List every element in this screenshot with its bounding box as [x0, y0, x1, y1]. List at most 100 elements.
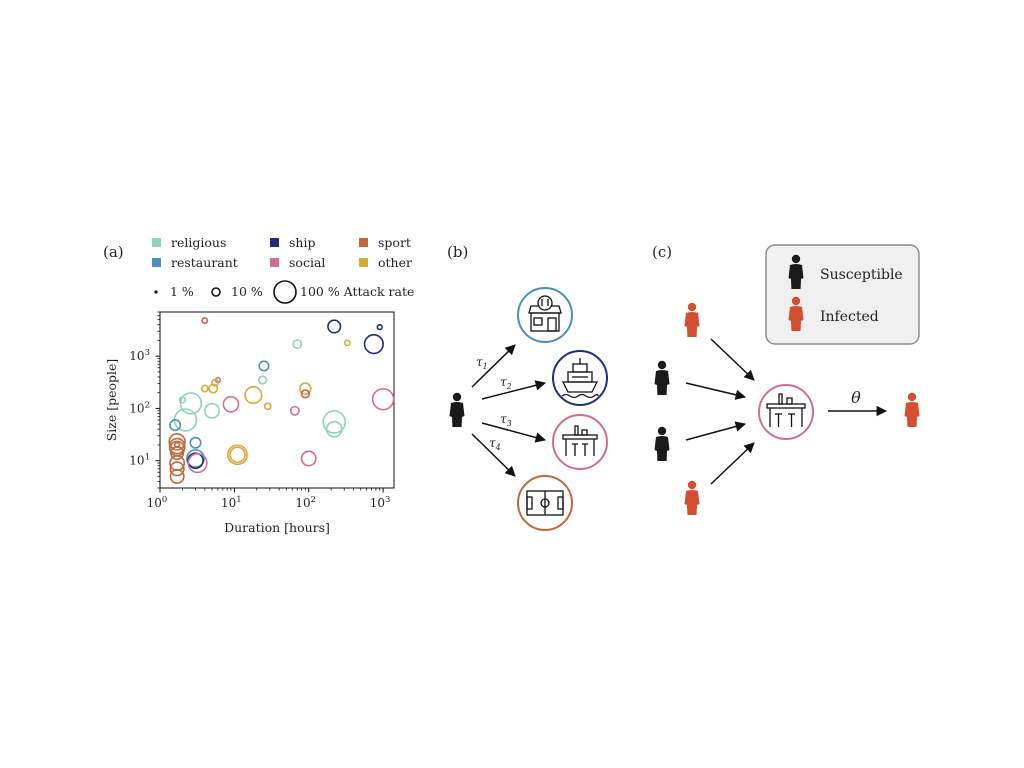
data-point-social	[371, 387, 395, 411]
restaurant-icon	[528, 295, 562, 332]
legend-swatch-sport	[359, 238, 368, 247]
panel-c-arrows	[685, 338, 888, 485]
arrow-in-2	[685, 382, 747, 400]
panel-a-label: (a)	[103, 243, 124, 261]
key-box	[765, 244, 920, 345]
plot-frame	[159, 311, 395, 489]
infected-person-result	[904, 392, 920, 427]
y-tick-label: 103	[129, 348, 150, 363]
data-points	[168, 317, 395, 484]
panel-b-arrows	[471, 344, 547, 477]
data-point-other	[229, 446, 246, 464]
key-infected-label: Infected	[820, 309, 879, 325]
data-point-sport	[201, 317, 209, 325]
data-point-other	[211, 378, 219, 387]
key-susceptible-label: Susceptible	[820, 267, 903, 283]
y-axis-label: Size [people]	[104, 359, 119, 442]
data-point-social	[289, 405, 300, 416]
data-point-social	[187, 452, 208, 474]
data-point-sport	[169, 461, 185, 477]
size-legend-marker-1	[154, 290, 158, 294]
legend-swatch-restaurant	[152, 258, 161, 267]
sport-field-icon	[526, 490, 564, 516]
sport-field-node	[517, 475, 573, 531]
data-point-religious	[179, 392, 203, 415]
tau-3-label: τ3	[500, 412, 512, 428]
y-tick-label: 101	[129, 453, 150, 468]
data-point-social	[222, 395, 240, 413]
tau-1-label: τ1	[476, 355, 488, 371]
panel-c-label: (c)	[652, 243, 672, 261]
data-point-other	[343, 339, 351, 347]
data-point-other	[299, 382, 312, 395]
status-key: Susceptible Infected	[765, 244, 920, 345]
data-point-other	[244, 385, 263, 405]
data-point-religious	[322, 410, 347, 434]
legend-label-sport: sport	[378, 235, 411, 250]
data-point-sport	[168, 433, 186, 451]
data-point-ship	[327, 319, 342, 334]
arrow-in-1	[710, 338, 755, 381]
data-point-sport	[168, 437, 186, 455]
bar-node	[552, 414, 608, 470]
legend-swatch-other	[359, 258, 368, 267]
size-legend-label-100: 100 % Attack rate	[300, 284, 414, 299]
arrow-in-4	[710, 442, 755, 485]
x-tick-label: 101	[221, 495, 242, 510]
arrow-tau-4	[471, 433, 516, 477]
infected-person-bottom	[684, 480, 700, 515]
venue-node	[758, 384, 814, 440]
panel-b-person	[449, 392, 465, 427]
data-point-ship	[187, 452, 204, 470]
x-tick-label: 100	[147, 495, 168, 510]
data-point-other	[208, 383, 219, 394]
susceptible-person-2	[654, 426, 670, 461]
x-tick-label: 103	[370, 495, 391, 510]
tau-4-label: τ4	[489, 436, 501, 452]
ship-icon	[561, 358, 599, 399]
venue-bar-icon	[766, 393, 806, 427]
data-point-restaurant	[186, 449, 205, 468]
data-point-ship	[376, 323, 383, 331]
size-legend-label-1: 1 %	[170, 284, 194, 299]
size-legend-marker-10	[211, 287, 221, 297]
arrow-tau-1	[471, 344, 516, 388]
data-point-sport	[300, 389, 311, 399]
size-legend-marker-100	[273, 280, 297, 304]
arrow-tau-2	[481, 380, 547, 400]
data-point-religious	[292, 339, 303, 350]
ship-node	[552, 350, 608, 406]
arrow-tau-3	[481, 422, 547, 443]
legend-label-other: other	[378, 255, 412, 270]
data-point-sport	[169, 468, 185, 484]
axis-ticks: 100 101 102 103 101 102 103	[129, 311, 391, 510]
legend-swatch-religious	[152, 238, 161, 247]
data-point-religious	[325, 420, 343, 438]
data-point-religious	[257, 375, 268, 385]
legend-label-social: social	[289, 255, 325, 270]
data-point-sport	[169, 455, 186, 472]
size-legend-label-10: 10 %	[231, 284, 263, 299]
category-legend: religious ship sport restaurant social o…	[152, 235, 412, 270]
data-point-religious	[204, 402, 220, 419]
bar-icon	[562, 425, 598, 456]
theta-label: θ	[851, 388, 861, 407]
data-point-other	[200, 384, 209, 393]
infected-person-top	[684, 302, 700, 337]
y-tick-label: 102	[129, 400, 150, 415]
x-axis-label: Duration [hours]	[224, 520, 330, 535]
data-point-restaurant	[189, 436, 202, 449]
x-tick-label: 102	[295, 495, 316, 510]
legend-swatch-social	[270, 258, 279, 267]
data-point-restaurant	[169, 419, 182, 432]
tau-2-label: τ2	[500, 375, 512, 391]
data-point-sport	[173, 441, 181, 449]
legend-label-restaurant: restaurant	[171, 255, 238, 270]
susceptible-person-1	[654, 360, 670, 395]
tau-labels: τ1 τ2 τ3 τ4	[476, 355, 512, 452]
legend-swatch-ship	[270, 238, 279, 247]
panel-b-label: (b)	[447, 243, 468, 261]
data-point-social	[300, 450, 317, 467]
data-point-restaurant	[258, 360, 270, 372]
